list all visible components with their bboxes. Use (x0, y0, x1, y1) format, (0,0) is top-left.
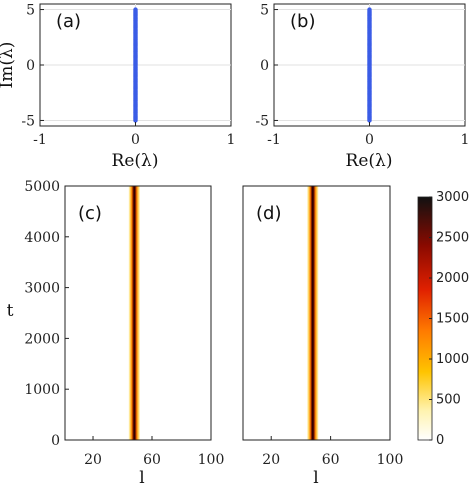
colorbar-tick-label: 1500 (436, 312, 469, 327)
y-tick-label: -5 (21, 113, 35, 129)
x-tick-label: 100 (377, 452, 404, 468)
axes-frame (64, 185, 212, 441)
colorbar-tick-label: 1000 (436, 352, 469, 367)
panel-label: (d) (256, 203, 281, 224)
y-tick-label: 0 (260, 58, 269, 74)
x-tick-label: 1 (227, 132, 236, 148)
y-tick-label: 2000 (24, 331, 60, 347)
y-tick-label: 3000 (24, 281, 60, 297)
x-axis-label: l (139, 468, 144, 488)
y-tick-label: 0 (26, 58, 35, 74)
y-tick-label: 5000 (24, 179, 60, 195)
panel-label: (c) (78, 203, 102, 224)
x-tick-label: 60 (322, 452, 340, 468)
x-axis-label: Re(λ) (346, 151, 393, 171)
y-tick-label: 5 (260, 3, 269, 19)
x-tick-label: 20 (262, 452, 280, 468)
x-tick-label: 1 (461, 132, 470, 148)
axes-frame (242, 185, 391, 441)
x-axis-label: Re(λ) (112, 151, 159, 171)
x-tick-label: -1 (267, 132, 281, 148)
x-tick-label: 0 (365, 132, 374, 148)
colorbar-tick-label: 0 (436, 433, 444, 448)
x-tick-label: 0 (131, 132, 140, 148)
panel-label: (b) (290, 11, 315, 32)
y-tick-label: 5 (26, 3, 35, 19)
panel-d: (d) 20 60 100 l (242, 185, 404, 488)
x-tick-label: 20 (84, 452, 102, 468)
x-tick-label: 100 (198, 452, 225, 468)
y-axis-label: t (7, 301, 14, 321)
panel-b: (b) -1 0 1 5 0 -5 Re(λ) (255, 3, 469, 171)
eigenvalue-point (367, 7, 372, 12)
y-axis-label: Im(λ) (0, 42, 17, 89)
colorbar: 3000 2500 2000 1500 1000 500 0 (417, 190, 469, 448)
y-tick-label: 1000 (24, 382, 60, 398)
y-tick-label: 0 (51, 433, 60, 449)
x-tick-label: 60 (143, 452, 161, 468)
colorbar-tick-label: 2500 (436, 231, 469, 246)
heatmap-stripe (128, 186, 141, 440)
colorbar-tick-label: 500 (436, 393, 461, 408)
x-axis-label: l (313, 468, 318, 488)
x-tick-label: -1 (33, 132, 47, 148)
colorbar-tick-label: 2000 (436, 271, 469, 286)
panel-c: (c) 20 60 100 5000 4000 3000 2000 1000 0 l t (7, 179, 225, 488)
y-tick-label: -5 (255, 113, 269, 129)
panel-a: (a) -1 0 1 5 0 -5 Re(λ) Im(λ) (0, 3, 235, 171)
eigenvalue-point (133, 7, 138, 12)
panel-label: (a) (56, 11, 81, 32)
heatmap-stripe (306, 186, 319, 440)
colorbar-tick-label: 3000 (436, 190, 469, 205)
y-tick-label: 4000 (24, 230, 60, 246)
